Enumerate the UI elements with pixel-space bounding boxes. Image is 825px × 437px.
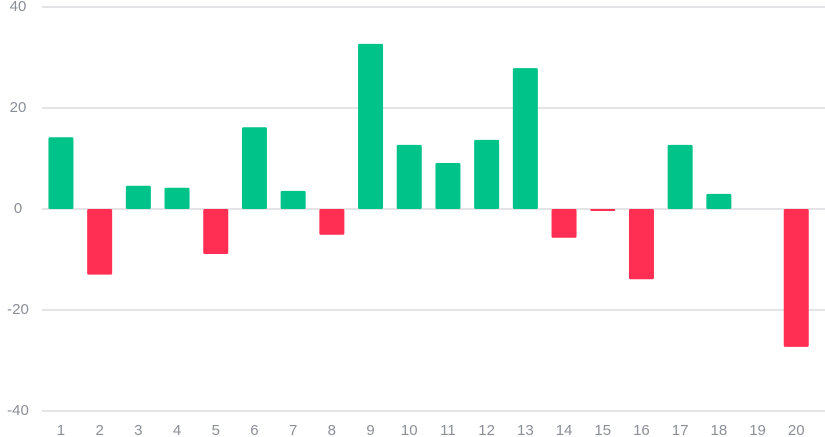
x-tick-label: 7 (289, 422, 297, 437)
bar (474, 139, 500, 209)
y-tick-label: 40 (10, 0, 27, 15)
x-tick-label: 10 (401, 422, 418, 437)
x-tick-label: 13 (517, 422, 534, 437)
x-tick-label: 20 (788, 422, 805, 437)
x-tick-label: 17 (672, 422, 689, 437)
bar (396, 144, 422, 209)
x-tick-label: 19 (749, 422, 766, 437)
bar (48, 137, 74, 209)
bar (590, 209, 616, 212)
x-tick-label: 2 (95, 422, 103, 437)
bar (164, 187, 190, 209)
x-tick-label: 14 (556, 422, 573, 437)
bar (280, 190, 306, 209)
bar (783, 209, 809, 347)
bar (667, 144, 693, 209)
x-tick-label: 1 (57, 422, 65, 437)
x-tick-label: 6 (250, 422, 258, 437)
bar (241, 127, 267, 209)
bar (125, 185, 151, 209)
bar (87, 209, 113, 275)
bar (435, 163, 461, 209)
y-tick-label: -40 (7, 402, 29, 419)
bar (706, 193, 732, 209)
bar (628, 209, 654, 280)
y-tick-label: -20 (7, 301, 29, 318)
x-tick-label: 5 (212, 422, 220, 437)
x-tick-label: 4 (173, 422, 181, 437)
x-tick-label: 11 (440, 422, 456, 437)
y-tick-label: 0 (14, 200, 22, 217)
bar (512, 68, 538, 209)
bar (203, 209, 229, 254)
bar (319, 209, 345, 235)
bar (551, 209, 577, 238)
x-tick-label: 9 (366, 422, 374, 437)
x-tick-label: 12 (478, 422, 495, 437)
x-tick-label: 18 (711, 422, 728, 437)
y-tick-label: 20 (10, 99, 27, 116)
x-tick-label: 8 (328, 422, 336, 437)
bar (358, 43, 384, 209)
x-tick-label: 3 (134, 422, 142, 437)
x-tick-label: 15 (594, 422, 611, 437)
x-tick-label: 16 (633, 422, 650, 437)
